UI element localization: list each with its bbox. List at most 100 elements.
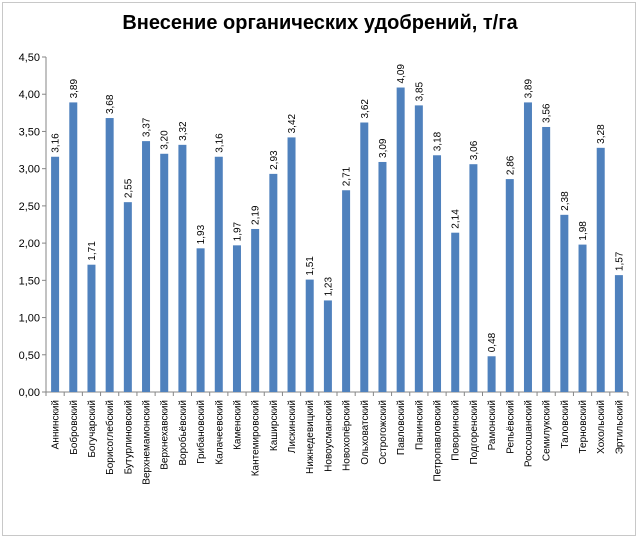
x-category-label: Острогожский [378, 400, 389, 465]
data-label: 3,16 [51, 133, 62, 153]
x-category-label: Подгоренский [469, 400, 480, 465]
bar [142, 141, 151, 392]
x-category-label: Лискинский [287, 400, 298, 453]
y-tick-label: 1,00 [19, 313, 40, 325]
x-category-label: Аннинский [51, 400, 62, 449]
data-label: 1,57 [614, 251, 625, 271]
data-label: 2,55 [123, 178, 134, 198]
bar [160, 153, 169, 392]
x-category-label: Кантемировский [251, 400, 262, 476]
bar [614, 275, 623, 392]
x-category-label: Ольховатский [360, 400, 371, 465]
data-label: 3,06 [469, 140, 480, 160]
x-category-label: Семилукский [542, 400, 553, 461]
bar [232, 245, 241, 392]
y-tick-label: 3,50 [19, 126, 40, 138]
y-tick-label: 1,50 [19, 275, 40, 287]
x-category-label: Петропавловский [433, 400, 444, 481]
data-label: 2,71 [342, 166, 353, 186]
bar [51, 156, 60, 392]
x-category-label: Новохопёрский [342, 400, 353, 471]
x-category-label: Терновский [578, 400, 589, 454]
x-category-label: Нижнедевицкий [305, 400, 316, 474]
y-tick-label: 0,00 [19, 387, 40, 399]
data-label: 3,68 [105, 94, 116, 114]
data-label: 3,16 [214, 133, 225, 153]
x-category-label: Калачеевский [214, 400, 225, 465]
bar [269, 173, 278, 392]
data-label: 1,98 [578, 221, 589, 241]
bar [196, 248, 205, 392]
bar [360, 122, 369, 392]
data-label: 3,20 [160, 130, 171, 150]
bar [323, 300, 332, 392]
data-label: 1,93 [196, 224, 207, 244]
data-label: 3,18 [433, 131, 444, 151]
bar [214, 156, 223, 392]
x-category-label: Грибановский [195, 400, 207, 464]
data-label: 2,38 [560, 191, 571, 211]
data-label: 2,19 [251, 205, 262, 225]
x-category-label: Панинский [414, 400, 425, 450]
bar [123, 202, 132, 392]
data-label: 3,89 [69, 79, 80, 99]
bar [433, 155, 442, 392]
bar [87, 264, 96, 392]
data-label: 3,62 [360, 99, 371, 119]
x-category-label: Верхнемамонский [142, 400, 153, 485]
x-category-label: Борисоглебский [104, 400, 116, 475]
x-category-label: Верхнехавский [160, 400, 171, 470]
bar [69, 102, 78, 393]
x-category-label: Таловский [560, 400, 571, 448]
data-label: 4,09 [396, 64, 407, 84]
bar [105, 118, 114, 393]
data-label: 2,86 [505, 155, 516, 175]
x-category-label: Каширский [269, 400, 280, 451]
bar [505, 179, 514, 392]
data-label: 3,85 [414, 81, 425, 101]
chart-title: Внесение органических удобрений, т/га [122, 12, 518, 34]
x-category-label: Новоусманский [323, 400, 334, 472]
x-category-label: Богучарский [87, 400, 98, 458]
x-category-label: Рамонский [487, 400, 498, 450]
y-tick-label: 3,00 [19, 164, 40, 176]
data-label: 1,23 [323, 277, 334, 297]
bar [578, 244, 587, 392]
data-label: 3,28 [596, 124, 607, 144]
data-label: 3,89 [523, 79, 534, 99]
bar [396, 87, 405, 393]
data-label: 1,71 [87, 241, 98, 261]
y-tick-label: 4,00 [19, 89, 40, 101]
bar [287, 137, 296, 392]
y-tick-label: 0,50 [19, 350, 40, 362]
x-category-label: Воробьёвский [177, 400, 189, 466]
bar [305, 279, 314, 392]
data-label: 2,14 [451, 209, 462, 229]
bar [378, 161, 387, 392]
data-label: 1,97 [232, 221, 243, 241]
x-category-label: Россошанский [523, 400, 534, 467]
data-label: 3,42 [287, 113, 298, 133]
x-category-label: Эртильский [614, 400, 625, 454]
data-label: 3,32 [178, 121, 189, 141]
x-category-label: Павловский [396, 400, 407, 455]
bar [542, 126, 551, 392]
y-tick-label: 2,00 [19, 238, 40, 250]
x-category-label: Хохольский [596, 400, 607, 454]
bar [178, 144, 187, 392]
y-tick-label: 4,50 [19, 52, 40, 64]
bar [342, 190, 351, 392]
bar [523, 102, 532, 393]
data-label: 0,48 [487, 332, 498, 352]
data-label: 1,51 [305, 256, 316, 276]
bar [469, 164, 478, 392]
x-category-label: Репьёвский [505, 400, 516, 454]
x-category-label: Бутурлиновский [123, 400, 134, 474]
bar [414, 105, 423, 392]
x-category-label: Каменский [232, 400, 243, 450]
x-category-label: Поворинский [451, 400, 462, 461]
data-label: 2,93 [269, 150, 280, 170]
bar [560, 214, 569, 392]
bar [487, 356, 496, 392]
